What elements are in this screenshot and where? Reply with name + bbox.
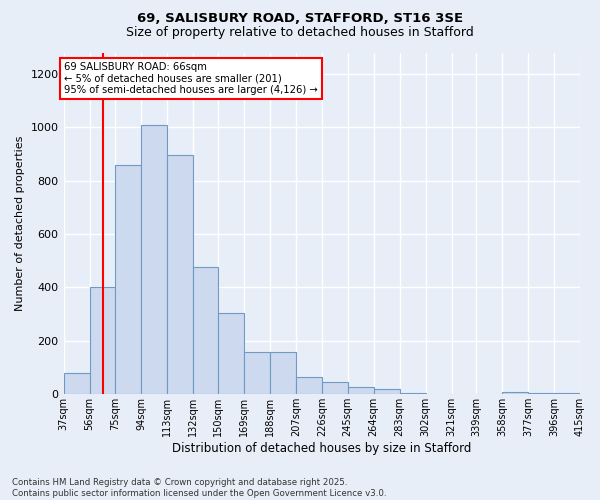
Bar bbox=[244, 352, 270, 395]
Bar bbox=[502, 392, 528, 394]
X-axis label: Distribution of detached houses by size in Stafford: Distribution of detached houses by size … bbox=[172, 442, 472, 455]
Text: Contains HM Land Registry data © Crown copyright and database right 2025.
Contai: Contains HM Land Registry data © Crown c… bbox=[12, 478, 386, 498]
Bar bbox=[374, 390, 400, 394]
Bar bbox=[322, 382, 348, 394]
Bar bbox=[218, 313, 244, 394]
Bar bbox=[528, 393, 554, 394]
Bar bbox=[270, 352, 296, 395]
Bar bbox=[400, 393, 425, 394]
Text: Size of property relative to detached houses in Stafford: Size of property relative to detached ho… bbox=[126, 26, 474, 39]
Bar bbox=[142, 124, 167, 394]
Text: 69, SALISBURY ROAD, STAFFORD, ST16 3SE: 69, SALISBURY ROAD, STAFFORD, ST16 3SE bbox=[137, 12, 463, 26]
Bar bbox=[64, 373, 89, 394]
Bar bbox=[167, 156, 193, 394]
Bar bbox=[348, 387, 374, 394]
Bar bbox=[193, 268, 218, 394]
Bar bbox=[580, 392, 600, 394]
Bar bbox=[89, 288, 115, 395]
Bar bbox=[554, 393, 580, 394]
Bar bbox=[115, 164, 142, 394]
Y-axis label: Number of detached properties: Number of detached properties bbox=[15, 136, 25, 311]
Text: 69 SALISBURY ROAD: 66sqm
← 5% of detached houses are smaller (201)
95% of semi-d: 69 SALISBURY ROAD: 66sqm ← 5% of detache… bbox=[64, 62, 318, 95]
Bar bbox=[296, 377, 322, 394]
